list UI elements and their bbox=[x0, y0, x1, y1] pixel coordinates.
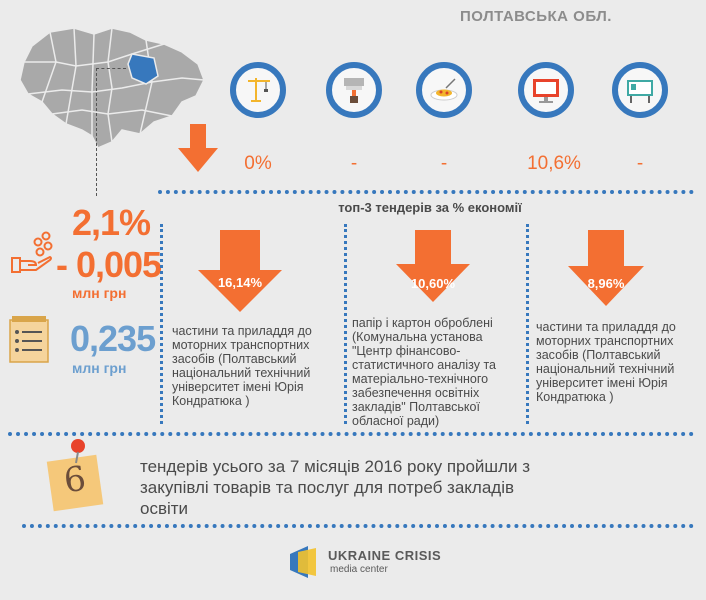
divider-top bbox=[158, 190, 694, 194]
category-circle-5 bbox=[612, 62, 668, 118]
tender-text-2: папір і картон оброблені (Комунальна уст… bbox=[352, 316, 496, 428]
category-value-2: - bbox=[350, 153, 358, 174]
total-amount: 0,235 bbox=[70, 318, 156, 359]
divider-bottom bbox=[22, 524, 694, 528]
paint-roller-icon bbox=[344, 78, 364, 103]
category-value-5: - bbox=[636, 153, 644, 174]
map-pointer-line bbox=[96, 68, 126, 69]
logo-title: UKRAINE CRISIS bbox=[328, 548, 442, 563]
column-divider-left bbox=[160, 224, 163, 424]
pin-icon bbox=[71, 439, 85, 464]
tender-text-1: частини та приладдя до моторних транспор… bbox=[172, 324, 312, 408]
category-circle-4 bbox=[518, 62, 574, 118]
region-title: ПОЛТАВСЬКА ОБЛ. bbox=[460, 8, 612, 25]
document-list-icon bbox=[9, 316, 49, 363]
tender-arrow-2 bbox=[396, 230, 470, 302]
column-divider-middle bbox=[344, 224, 347, 424]
hand-coins-icon bbox=[11, 231, 53, 273]
savings-amount: - 0,005 bbox=[56, 244, 162, 285]
bottom-summary: тендерів усього за 7 місяців 2016 року п… bbox=[140, 457, 530, 518]
category-circle-2 bbox=[326, 62, 382, 118]
logo-subtitle: media center bbox=[330, 564, 388, 575]
computer-monitor-icon bbox=[533, 79, 559, 103]
whiteboard-icon bbox=[627, 80, 653, 103]
column-divider-right bbox=[526, 224, 529, 424]
category-value-3: - bbox=[440, 153, 448, 174]
savings-percent: 2,1% bbox=[72, 202, 151, 243]
category-value-4: 10,6% bbox=[527, 153, 581, 174]
ukraine-map bbox=[19, 27, 205, 149]
tender-text-3: частини та приладдя до моторних транспор… bbox=[536, 320, 676, 404]
tender-pct-3: 8,96% bbox=[587, 276, 625, 291]
total-amount-unit: млн грн bbox=[72, 360, 127, 376]
top3-title: топ-3 тендерів за % економії bbox=[338, 200, 522, 215]
down-arrow-icon bbox=[178, 124, 218, 172]
ukraine-crisis-logo-icon bbox=[290, 546, 316, 578]
tender-pct-2: 10,60% bbox=[410, 276, 456, 291]
divider-middle bbox=[8, 432, 694, 436]
crane-icon bbox=[248, 78, 270, 102]
map-pointer-line-vertical bbox=[96, 68, 97, 196]
tender-arrow-3 bbox=[568, 230, 644, 306]
food-plate-icon bbox=[430, 78, 458, 101]
category-value-1: 0% bbox=[244, 153, 272, 174]
category-circle-1 bbox=[230, 62, 286, 118]
savings-amount-unit: млн грн bbox=[72, 285, 127, 301]
tender-pct-1: 16,14% bbox=[217, 275, 263, 290]
category-circle-3 bbox=[416, 62, 472, 118]
tender-arrow-1 bbox=[198, 230, 282, 312]
